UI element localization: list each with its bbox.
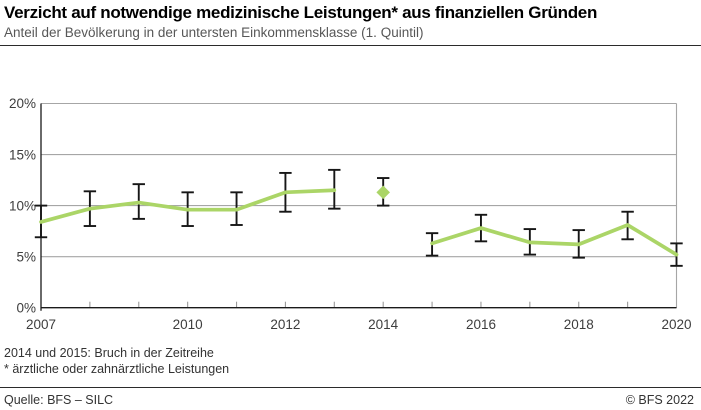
x-tick-label: 2020	[661, 317, 691, 332]
x-tick-label: 2012	[270, 317, 300, 332]
data-line	[39, 188, 337, 224]
footer-divider	[0, 387, 701, 388]
x-tick-label: 2007	[26, 317, 56, 332]
y-tick-label: 0%	[16, 300, 36, 315]
y-tick-label: 20%	[9, 96, 36, 111]
x-tick-label: 2016	[466, 317, 496, 332]
diamond-marker	[376, 185, 390, 200]
source-label: Quelle: BFS – SILC	[4, 393, 114, 407]
y-tick-label: 10%	[9, 198, 36, 213]
x-tick-label: 2018	[564, 317, 594, 332]
x-tick-label: 2010	[173, 317, 203, 332]
data-line	[430, 223, 679, 257]
copyright-label: © BFS 2022	[625, 393, 694, 407]
page-title: Verzicht auf notwendige medizinische Lei…	[4, 3, 598, 22]
y-tick-label: 5%	[16, 249, 36, 264]
y-tick-label: 15%	[9, 147, 36, 162]
footnote-break-in-series: 2014 und 2015: Bruch in der Zeitreihe	[4, 346, 214, 360]
header-divider	[0, 45, 701, 46]
page-subtitle: Anteil der Bevölkerung in der untersten …	[4, 25, 424, 40]
footnote-asterisk: * ärztliche oder zahnärztliche Leistunge…	[4, 362, 230, 376]
x-tick-label: 2014	[368, 317, 399, 332]
